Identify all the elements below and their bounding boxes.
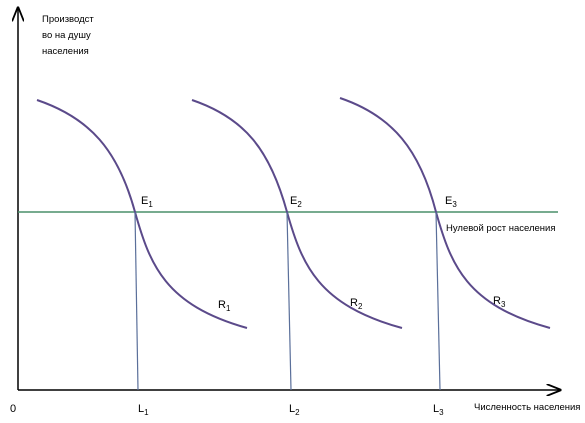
- curve-label: R3: [493, 295, 506, 309]
- equilibrium-label-sub: 3: [452, 200, 457, 209]
- drop-line: [134, 211, 139, 391]
- curve-label-base: R: [493, 295, 501, 307]
- population-label-base: L: [138, 403, 144, 415]
- baseline-label: Нулевой рост населения: [446, 223, 555, 234]
- curve-label-base: R: [350, 297, 358, 309]
- population-label-base: L: [433, 403, 439, 415]
- equilibrium-label-sub: 1: [148, 200, 153, 209]
- drop-line: [435, 211, 441, 391]
- curve: [36, 99, 248, 329]
- population-label-sub: 2: [295, 408, 300, 417]
- equilibrium-label: E2: [290, 195, 302, 209]
- equilibrium-label-base: E: [290, 195, 297, 207]
- population-label: L3: [433, 403, 444, 417]
- origin-label: 0: [10, 403, 16, 415]
- curve-label: R2: [350, 297, 363, 311]
- curves: [36, 97, 551, 329]
- curve-label: R1: [218, 299, 231, 313]
- equilibrium-label: E1: [141, 195, 153, 209]
- curve-label-base: R: [218, 299, 226, 311]
- drop-line: [286, 211, 292, 391]
- y-label: Производст: [42, 14, 94, 25]
- population-label: L2: [289, 403, 300, 417]
- equilibrium-label-base: E: [141, 195, 148, 207]
- equilibrium-label-sub: 2: [297, 200, 302, 209]
- curve-label-sub: 2: [358, 302, 363, 311]
- curve-label-sub: 1: [226, 304, 231, 313]
- y-label: населения: [42, 46, 89, 57]
- population-label-base: L: [289, 403, 295, 415]
- curve: [339, 97, 551, 329]
- drop-lines: [134, 211, 441, 391]
- equilibrium-label-base: E: [445, 195, 452, 207]
- equilibrium-label: E3: [445, 195, 457, 209]
- curve: [191, 99, 403, 329]
- curve-label-sub: 3: [501, 300, 506, 309]
- population-label-sub: 1: [144, 408, 149, 417]
- population-label-sub: 3: [439, 408, 444, 417]
- population-label: L1: [138, 403, 149, 417]
- x-label: Численность населения: [474, 402, 580, 413]
- y-label: во на душу: [42, 30, 91, 41]
